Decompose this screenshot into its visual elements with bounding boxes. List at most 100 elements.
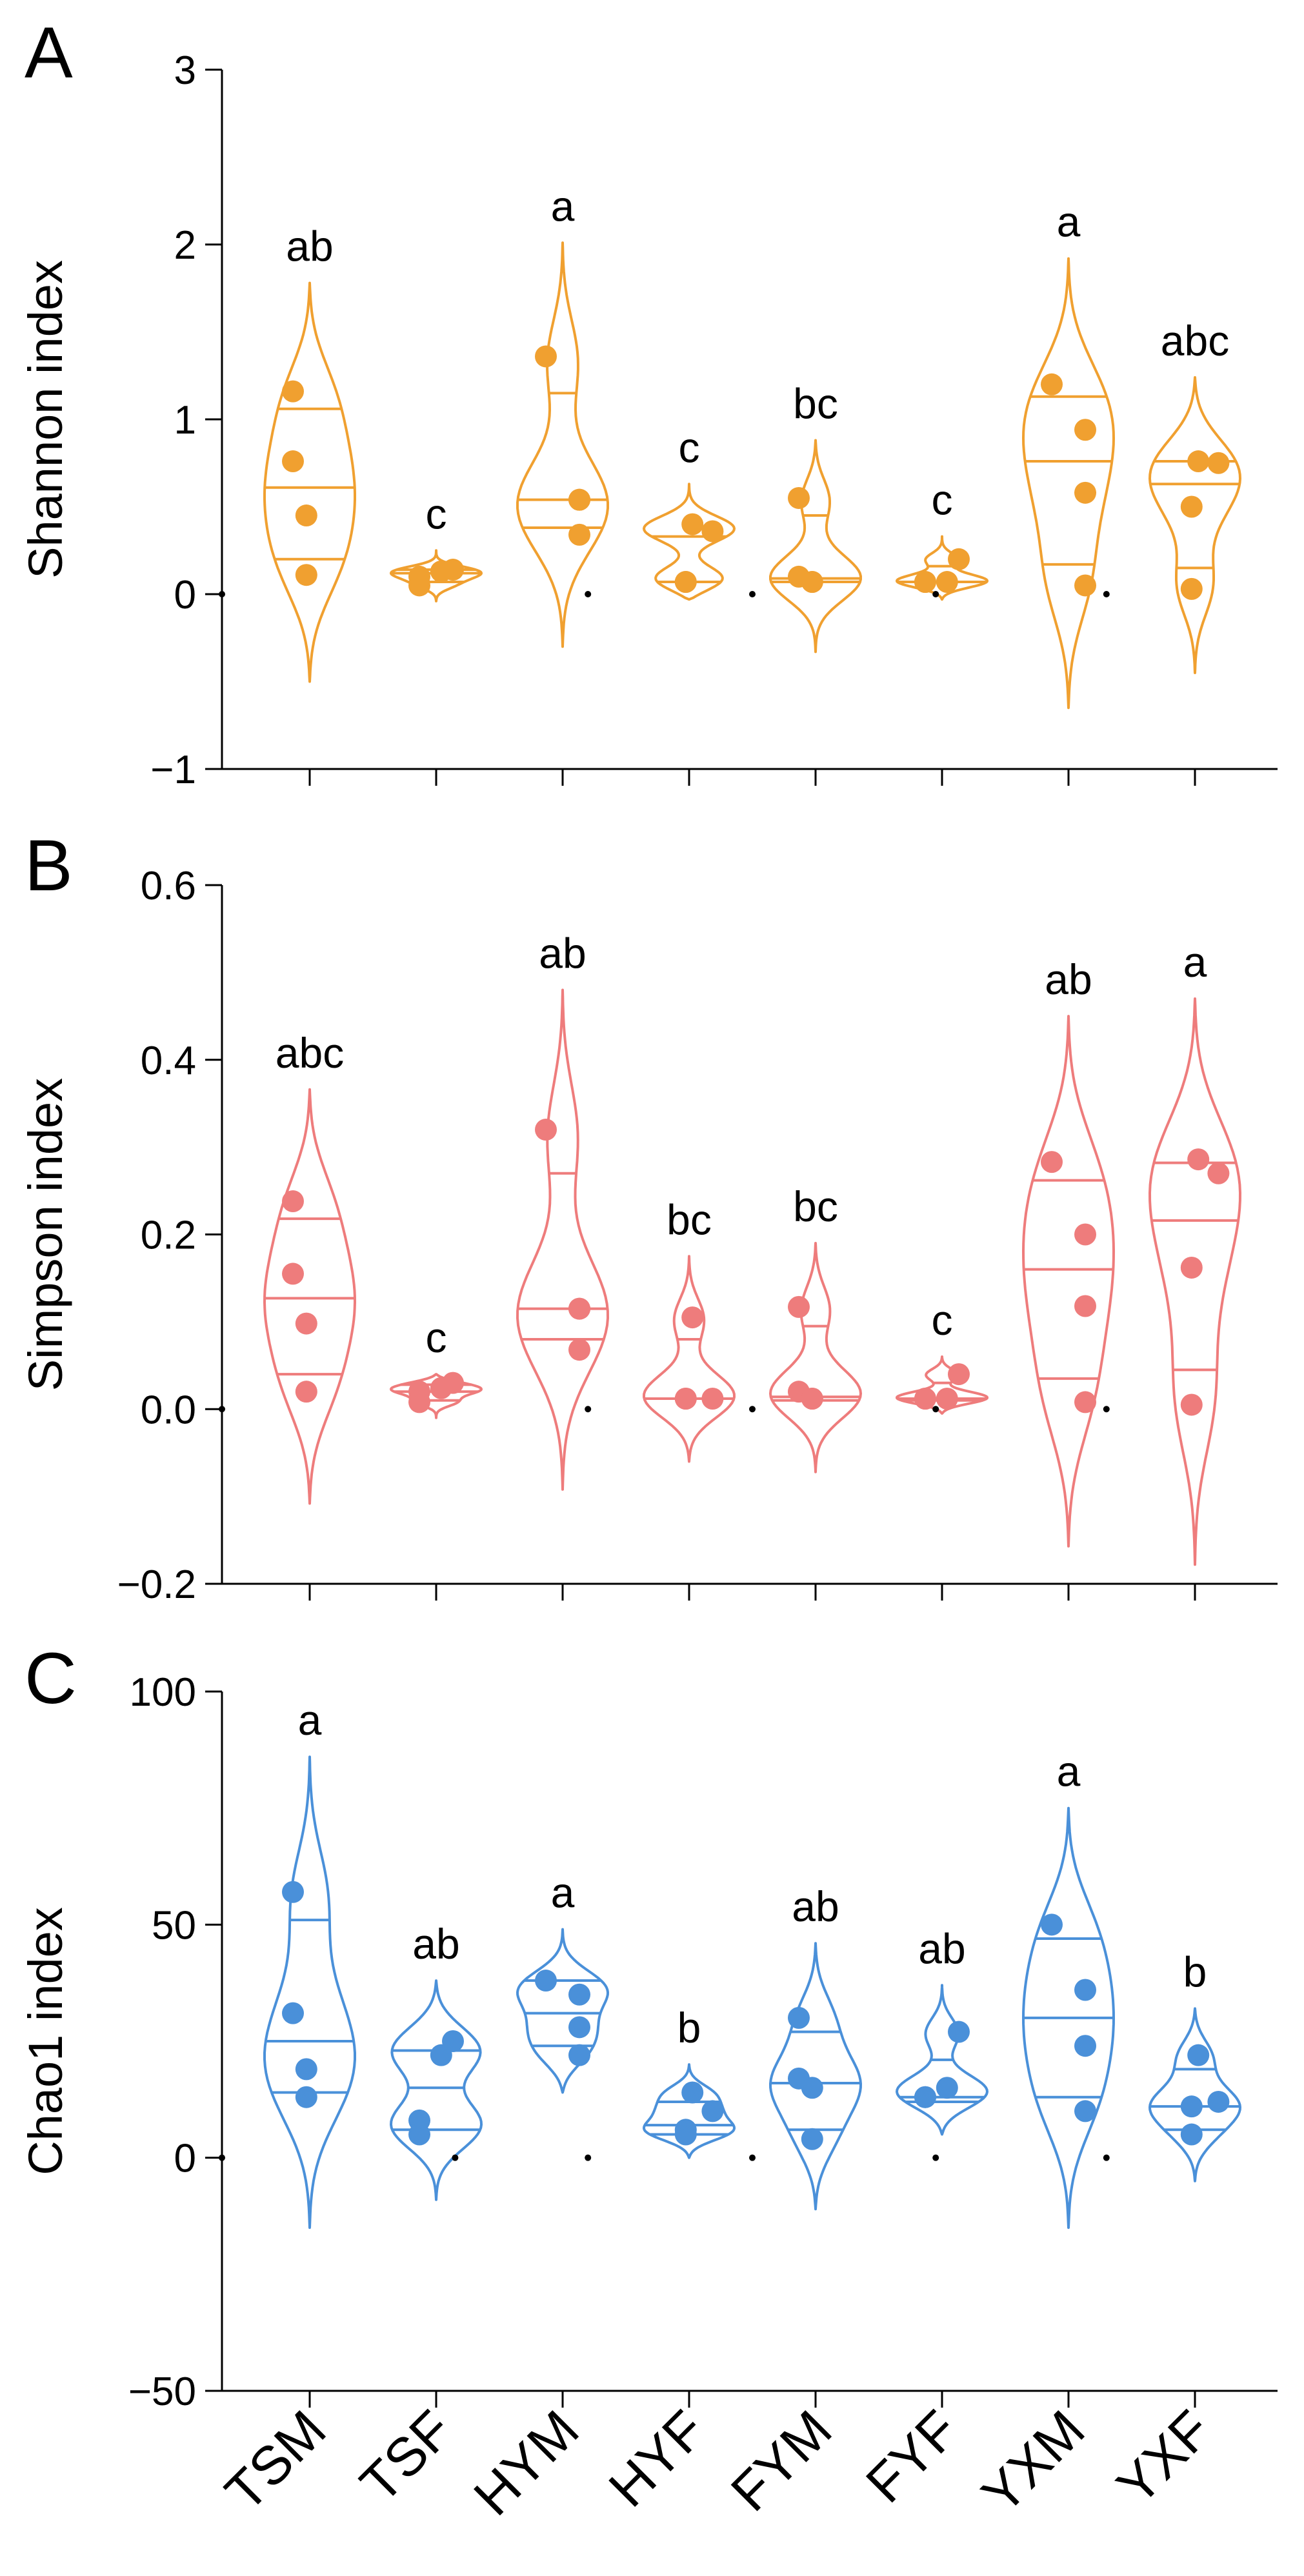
significance-letter: ab	[918, 1924, 965, 1972]
data-point	[701, 2100, 724, 2122]
data-point	[535, 1970, 557, 1992]
significance-letter: c	[426, 1313, 447, 1361]
data-point	[801, 2077, 823, 2099]
x-tick-label: HYF	[597, 2399, 716, 2518]
data-point	[681, 513, 704, 535]
y-tick-label: 50	[152, 1903, 196, 1948]
violin-hyf	[643, 2063, 736, 2159]
violin-hyf	[643, 483, 736, 601]
data-point	[948, 1363, 970, 1386]
significance-letter: c	[932, 1296, 953, 1344]
y-axis-label: Shannon index	[19, 260, 72, 579]
stray-dot	[452, 2154, 459, 2161]
y-tick-label: 0	[174, 2137, 196, 2181]
data-point	[1074, 419, 1096, 441]
data-point	[282, 380, 304, 403]
significance-letter: c	[932, 476, 953, 524]
data-point	[1074, 1295, 1096, 1317]
data-point	[408, 2123, 430, 2146]
data-point	[674, 1388, 697, 1410]
violin-yxm	[1022, 257, 1115, 710]
y-tick-label: 0	[174, 573, 196, 617]
violin-hym	[516, 241, 609, 648]
data-point	[1207, 452, 1230, 474]
data-point	[568, 1297, 590, 1320]
y-tick-label: 2	[174, 223, 196, 268]
significance-letter: abc	[276, 1029, 344, 1077]
data-point	[674, 571, 697, 594]
violin-fym	[769, 439, 862, 654]
data-point	[1041, 373, 1063, 395]
data-point	[1041, 1913, 1063, 1936]
data-point	[801, 2128, 823, 2150]
y-axis-label: Simpson index	[19, 1078, 72, 1391]
significance-letter: a	[1183, 938, 1207, 986]
significance-letter: a	[1057, 1748, 1081, 1795]
violin-hym	[516, 988, 609, 1491]
violin-tsm	[263, 1088, 356, 1505]
violin-fyf	[896, 1355, 988, 1415]
significance-letter: a	[551, 182, 575, 230]
violin-hyf	[643, 1255, 736, 1463]
data-point	[282, 450, 304, 473]
significance-letter: bc	[793, 1183, 838, 1230]
data-point	[282, 1263, 304, 1285]
data-point	[295, 2058, 317, 2081]
panel-letter-a: A	[25, 12, 73, 93]
violin-yxf	[1149, 2007, 1241, 2182]
data-point	[1187, 1148, 1210, 1171]
data-point	[1074, 2100, 1096, 2122]
y-tick-label: 100	[130, 1670, 196, 1715]
data-point	[408, 1391, 430, 1413]
stray-dot	[219, 591, 225, 597]
stray-dot	[219, 1406, 225, 1413]
y-tick-label: −0.2	[117, 1563, 196, 1607]
data-point	[948, 548, 970, 570]
data-point	[801, 571, 823, 594]
x-tick-label: FYF	[854, 2399, 970, 2514]
data-point	[701, 1388, 724, 1410]
y-tick-label: −50	[128, 2370, 196, 2414]
stray-dot	[1103, 2154, 1110, 2161]
stray-dot	[749, 1406, 756, 1413]
data-point	[801, 1388, 823, 1410]
stray-dot	[1103, 591, 1110, 597]
y-tick-label: 1	[174, 398, 196, 443]
data-point	[1180, 2095, 1203, 2118]
stray-dot	[585, 1406, 592, 1413]
stray-dot	[932, 2154, 939, 2161]
data-point	[1187, 2044, 1210, 2066]
y-tick-label: 0.2	[141, 1213, 196, 1258]
data-point	[1180, 1256, 1203, 1279]
data-point	[282, 2002, 304, 2024]
data-point	[1180, 495, 1203, 518]
y-tick-label: 0.6	[141, 864, 196, 908]
violin-hym	[516, 1928, 609, 2094]
data-point	[1207, 2090, 1230, 2113]
data-point	[681, 1306, 704, 1329]
violin-fyf	[896, 535, 988, 601]
data-point	[430, 2044, 452, 2066]
data-point	[568, 2016, 590, 2039]
stray-dot	[585, 2154, 592, 2161]
data-point	[1187, 450, 1210, 473]
data-point	[788, 2006, 810, 2029]
data-point	[295, 1312, 317, 1335]
significance-letter: ab	[1045, 955, 1092, 1003]
stray-dot	[749, 591, 756, 597]
stray-dot	[1103, 1406, 1110, 1413]
data-point	[948, 2021, 970, 2043]
violin-yxm	[1022, 1015, 1115, 1548]
data-point	[1207, 1162, 1230, 1184]
data-point	[936, 1388, 958, 1410]
violin-tsm	[263, 1755, 356, 2230]
data-point	[936, 2077, 958, 2099]
data-point	[788, 1295, 810, 1318]
data-point	[674, 2123, 697, 2146]
violin-fyf	[896, 1984, 988, 2136]
data-point	[914, 1388, 936, 1410]
x-tick-label: FYM	[719, 2399, 843, 2522]
stray-dot	[749, 2154, 756, 2161]
x-tick-label: HYM	[462, 2399, 590, 2526]
